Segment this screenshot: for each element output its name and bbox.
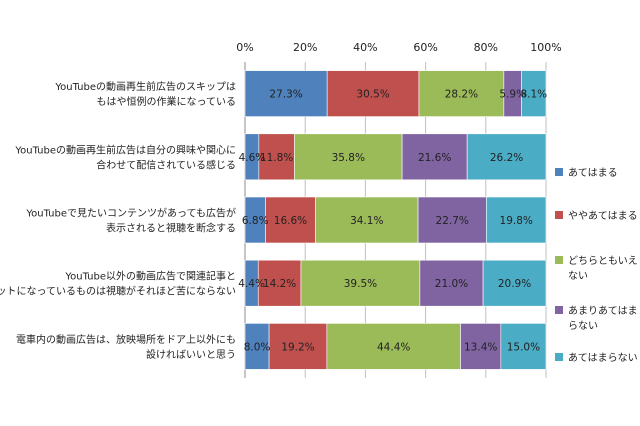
data-label: 19.8%	[500, 215, 533, 227]
legend-label: あてはまる	[568, 167, 618, 179]
data-label: 4.6%	[239, 152, 266, 164]
legend-label: ややあてはまる	[568, 210, 638, 222]
legend-label: あまりあてはまらない	[568, 305, 638, 332]
category-label: YouTubeの動画再生前広告のスキップはもはや恒例の作業になっている	[54, 80, 236, 108]
category-label: YouTubeの動画再生前広告は自分の興味や関心に合わせて配信されている感じる	[14, 143, 236, 171]
data-label: 6.8%	[242, 215, 269, 227]
category-labels: YouTubeの動画再生前広告のスキップはもはや恒例の作業になっている YouTu…	[0, 80, 236, 361]
data-label: 19.2%	[281, 341, 314, 353]
data-label: 28.2%	[445, 89, 478, 101]
category-label: YouTubeで見たいコンテンツがあっても広告が表示されると視聴を断念する	[25, 207, 236, 235]
bar-segment	[401, 133, 468, 181]
bar-segment	[244, 70, 328, 117]
data-label: 34.1%	[350, 215, 383, 227]
x-axis-ticks: 0% 20% 40% 60% 80% 100%	[236, 41, 561, 54]
bar-segment	[417, 196, 487, 244]
x-tick-label: 0%	[236, 41, 253, 54]
data-label: 22.7%	[436, 215, 469, 227]
legend-swatch	[555, 256, 563, 264]
bar-segment	[268, 323, 328, 370]
bar-segment	[419, 259, 484, 307]
bar-segment	[460, 323, 502, 370]
bar-segment	[265, 196, 316, 244]
legend-swatch	[555, 306, 563, 314]
category-label: 電車内の動画広告は、放映場所をドア上以外にも設ければいいと思う	[16, 333, 236, 361]
legend-label: どちらともいえない	[568, 255, 638, 282]
data-label: 21.0%	[435, 278, 468, 290]
bars	[244, 70, 547, 370]
bar-segment	[315, 196, 419, 244]
bar-segment	[326, 70, 420, 117]
bar-segment	[418, 70, 505, 117]
data-label: 8.1%	[520, 89, 547, 101]
bar-segment	[482, 259, 547, 307]
bar-segment	[258, 133, 295, 181]
x-tick-label: 60%	[413, 41, 437, 54]
bar-segment	[300, 259, 421, 307]
data-label: 30.5%	[356, 89, 389, 101]
data-label: 44.4%	[377, 341, 410, 353]
bar-segment	[521, 70, 547, 117]
data-label: 39.5%	[344, 278, 377, 290]
data-label: 21.6%	[418, 152, 451, 164]
data-label: 4.4%	[238, 278, 265, 290]
data-label: 35.8%	[332, 152, 365, 164]
bar-segment	[466, 133, 547, 181]
data-label: 27.3%	[269, 89, 302, 101]
data-label: 16.6%	[274, 215, 307, 227]
data-label: 8.0%	[244, 341, 271, 353]
category-label: YouTube以外の動画広告で関連記事とセットになっているものは視聴がそれほど苦…	[0, 270, 236, 298]
x-tick-label: 80%	[474, 41, 498, 54]
bar-segment	[294, 133, 403, 181]
legend-swatch	[555, 211, 563, 219]
x-tick-label: 100%	[530, 41, 561, 54]
data-label: 14.2%	[263, 278, 296, 290]
bar-segment	[500, 323, 547, 370]
legend-label: あてはまらない	[568, 352, 638, 364]
x-tick-label: 40%	[353, 41, 377, 54]
data-labels: 27.3% 30.5% 28.2% 5.9%8.1% 4.6%11.8% 35.8% 21.…	[238, 89, 547, 354]
bar-segment	[486, 196, 547, 244]
data-label: 26.2%	[490, 152, 523, 164]
data-label: 5.9%	[499, 89, 526, 101]
x-tick-label: 20%	[293, 41, 317, 54]
data-label: 13.4%	[464, 341, 497, 353]
legend-swatch	[555, 168, 563, 176]
data-label: 15.0%	[507, 341, 540, 353]
legend-swatch	[555, 353, 563, 361]
data-label: 11.8%	[260, 152, 293, 164]
data-label: 20.9%	[498, 278, 531, 290]
